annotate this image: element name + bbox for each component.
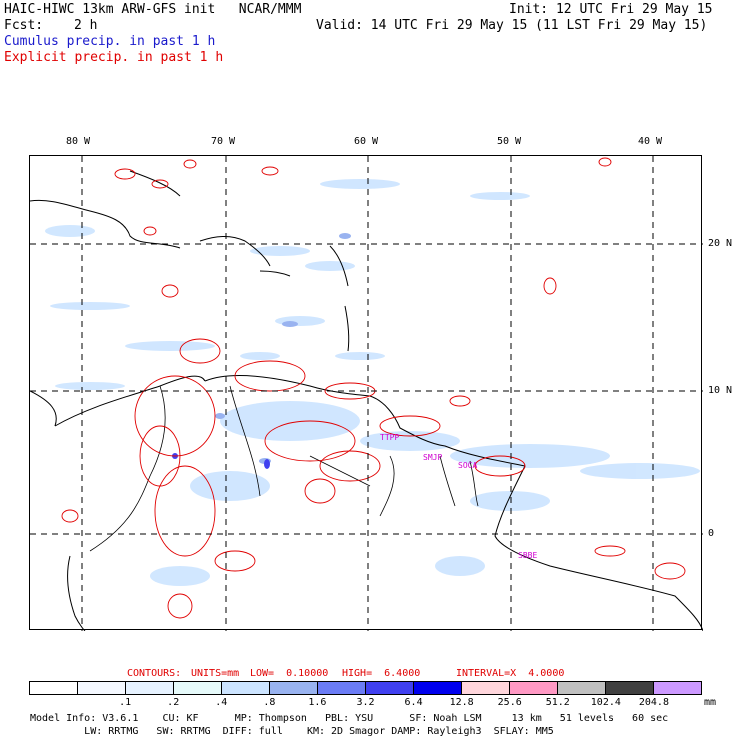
- contours-label: CONTOURS:: [127, 668, 182, 679]
- color-scale-cell: [558, 682, 606, 694]
- color-scale-unit: mm: [704, 697, 717, 708]
- color-scale-label: 12.8: [449, 697, 474, 708]
- cumulus-shading-moderate: [215, 233, 351, 464]
- color-scale-cell: [30, 682, 78, 694]
- lon-label-60w: 60 W: [354, 136, 379, 147]
- coastlines: [29, 170, 704, 632]
- lon-label-50w: 50 W: [497, 136, 522, 147]
- site-label-ttpp: TTPP: [380, 433, 400, 442]
- explicit-contours: [61, 157, 686, 619]
- cumulus-field-label: Cumulus precip. in past 1 h: [4, 34, 216, 49]
- color-scale-cell: [462, 682, 510, 694]
- color-scale-label: .2: [167, 697, 180, 708]
- contours-low: LOW= 0.10000: [250, 668, 329, 679]
- color-scale-cell: [78, 682, 126, 694]
- contours-units: UNITS=mm: [191, 668, 240, 679]
- cumulus-shading: [45, 179, 700, 586]
- color-scale-bar: [29, 681, 702, 695]
- lat-label-10n: 10 N: [708, 385, 733, 396]
- color-scale-label: 102.4: [590, 697, 621, 708]
- precip-map: [29, 155, 704, 632]
- lon-label-40w: 40 W: [638, 136, 663, 147]
- color-scale-cell: [654, 682, 701, 694]
- color-scale-label: 6.4: [404, 697, 423, 708]
- color-scale-cell: [270, 682, 318, 694]
- color-scale-label: .1: [119, 697, 132, 708]
- color-scale-cell: [366, 682, 414, 694]
- color-scale-label: 204.8: [638, 697, 669, 708]
- color-scale-label: .4: [215, 697, 228, 708]
- country-borders: [89, 385, 479, 552]
- color-scale-label: 25.6: [497, 697, 522, 708]
- lon-label-80w: 80 W: [66, 136, 91, 147]
- color-scale-cell: [174, 682, 222, 694]
- color-scale-cell: [606, 682, 654, 694]
- explicit-field-label: Explicit precip. in past 1 h: [4, 50, 224, 65]
- color-scale-label: 51.2: [545, 697, 570, 708]
- lat-label-20n: 20 N: [708, 238, 733, 249]
- model-info-line2: LW: RRTMG SW: RRTMG DIFF: full KM: 2D Sm…: [30, 726, 554, 737]
- lat-label-eq: 0: [708, 528, 715, 539]
- color-scale-cell: [222, 682, 270, 694]
- site-label-sbbe: SBBE: [518, 551, 538, 560]
- color-scale-label: 3.2: [356, 697, 375, 708]
- color-scale-label: 1.6: [308, 697, 327, 708]
- color-scale-cell: [414, 682, 462, 694]
- color-scale-label: .8: [263, 697, 276, 708]
- color-scale-cell: [126, 682, 174, 694]
- forecast-hour: 2 h: [74, 18, 98, 33]
- site-label-soca: SOCA: [458, 461, 478, 470]
- graticule: [30, 156, 703, 631]
- color-scale-cell: [510, 682, 558, 694]
- site-label-smjp: SMJP: [423, 453, 443, 462]
- lon-label-70w: 70 W: [211, 136, 236, 147]
- model-title: HAIC-HIWC 13km ARW-GFS init NCAR/MMM: [4, 2, 302, 17]
- cumulus-shading-heavy: [172, 453, 270, 469]
- init-time: Init: 12 UTC Fri 29 May 15: [509, 2, 713, 17]
- forecast-label: Fcst:: [4, 18, 44, 33]
- map-canvas: [29, 156, 704, 632]
- contours-high: HIGH= 6.4000: [342, 668, 421, 679]
- contours-interval: INTERVAL=X 4.0000: [456, 668, 565, 679]
- color-scale-cell: [318, 682, 366, 694]
- model-info-line1: Model Info: V3.6.1 CU: KF MP: Thompson P…: [30, 713, 669, 724]
- valid-time: Valid: 14 UTC Fri 29 May 15 (11 LST Fri …: [316, 18, 708, 33]
